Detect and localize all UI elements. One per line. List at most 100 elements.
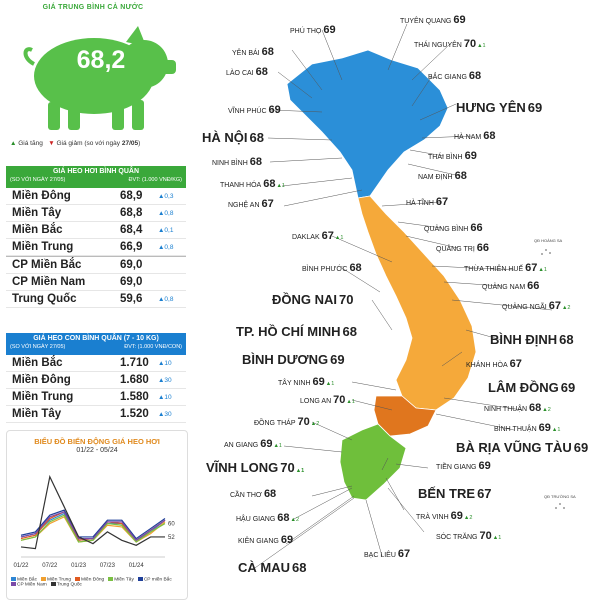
down-arrow-icon: ▼ [48,140,55,147]
x-tick-label: 01/23 [71,563,87,569]
legend-swatch [11,577,16,581]
province-price: 70 [297,416,310,428]
islands-dots [541,249,565,509]
chart-plot: 01/22 07/22 01/23 07/23 01/24 60 52 [13,474,175,569]
province-price: 67 [509,358,522,370]
province-price: 69 [464,150,477,162]
legend-entry: Miền Trung [41,577,71,582]
end-value-label: 52 [168,535,175,541]
province-name: HƯNG YÊN [456,100,526,115]
x-tick-label: 07/22 [42,563,58,569]
legend-entry: Miền Bắc [11,577,37,582]
series-line [20,509,166,540]
province-change: ▲1 [346,399,355,405]
piglet-table-compare: (SO VỚI NGÀY 27/05) [10,344,66,350]
province-name: BÌNH ĐỊNH [490,332,558,347]
truong-sa-label: QĐ TRƯỜNG SA [544,494,576,499]
province-name: NINH THUẬN [484,406,528,413]
province-change: ▲2 [542,407,551,413]
legend-swatch [75,577,80,581]
province-price: 68 [261,46,274,58]
cell-value: 1.580 [120,391,149,403]
province-change: ▲2 [561,305,571,311]
province-label: LÀO CAI 68 [226,66,269,78]
province-price: 69 [260,438,273,450]
province-name: BẮC GIANG [428,74,467,81]
cell-value: 66,9 [120,241,143,253]
province-change: ▲1 [334,235,344,241]
province-price: 68 [263,178,276,190]
province-name: TUYÊN QUANG [400,18,452,25]
cell-value: 68,9 [120,190,143,202]
chart-legend: Miền Bắc Miền Trung Miền Đông Miền Tây CP mi… [11,577,187,588]
legend-date: 27/05 [121,140,139,147]
province-price: 68 [349,262,362,274]
cell-name: CP Miền Bắc [12,259,82,271]
province-price: 69 [538,422,551,434]
province-name: TRÀ VINH [416,514,449,521]
cell-name: Miền Bắc [12,357,63,369]
province-price: 70 [463,38,477,50]
province-name: DAKLAK [292,234,320,241]
province-price: 67 [435,196,449,208]
province-label: BẠC LIÊU 67 [364,548,411,560]
province-name: LÀO CAI [226,70,254,77]
legend-label: CP miền Bắc [143,577,172,583]
province-price: 69 [450,510,463,522]
series-line [20,474,165,550]
province-price: 67 [261,198,274,210]
table-row: Miền Đông 1.680 ▲30 [6,372,186,389]
province-name: NAM ĐỊNH [418,174,453,181]
legend-swatch [41,577,46,581]
table-row: Trung Quốc 59,6 ▲0,8 [6,291,186,308]
province-name: SÓC TRĂNG [436,534,478,541]
province-name: TIỀN GIANG [436,464,477,471]
province-label: NAM ĐỊNH 68 [418,170,468,182]
province-label: QUẢNG NGÃI 67▲2 [502,300,571,312]
province-label: NINH BÌNH 68 [212,156,263,168]
province-name: THÁI BÌNH [428,154,463,161]
province-name: BẾN TRE [418,486,476,501]
province-label: QUẢNG NAM 66 [482,280,540,292]
province-price: 68 [249,130,264,145]
province-label: TÂY NINH 69▲1 [278,376,334,388]
province-price: 69 [330,352,345,367]
province-label: BÌNH DƯƠNG 69 [242,352,346,367]
legend-entry: Miền Đông [75,577,104,582]
province-name: HÀ TĨNH [406,200,434,207]
legend-label: Miền Đông [81,577,105,583]
table-row: Miền Bắc 68,4 ▲0,1 [6,222,186,239]
x-tick-label: 01/24 [129,563,145,569]
province-label: ĐỒNG THÁP 70▲2 [254,416,319,428]
legend-swatch [108,577,114,581]
province-price: 70 [479,530,492,542]
legend-swatch [137,577,143,581]
cell-change: ▲10 [158,393,172,401]
cell-change: ▲0,8 [158,243,174,251]
province-label: BẮC GIANG 68 [428,70,482,82]
left-panel: GIÁ TRUNG BÌNH CẢ NƯỚC 68,2 ▲ Giá tăng ▼… [0,0,192,600]
province-price: 69 [268,104,281,116]
province-label: YÊN BÁI 68 [232,46,275,58]
province-label: ĐỒNG NAI 70 [272,292,354,307]
province-change: ▲2 [290,517,300,523]
cell-value: 1.710 [120,357,149,369]
province-change: ▲1 [273,443,282,449]
province-name: HẬU GIANG [236,516,276,523]
province-price: 68 [263,488,277,500]
province-label: KHÁNH HÒA 67 [466,358,523,370]
hog-table-header: GIÁ HEO HƠI BÌNH QUÂN (SO VỚI NGÀY 27/05… [6,166,186,188]
national-avg-value: 68,2 [76,46,126,74]
table-row: Miền Trung 1.580 ▲10 [6,389,186,406]
province-change: ▲2 [310,421,320,427]
province-change: ▲1 [295,468,305,474]
cell-value: 1.680 [120,374,149,386]
province-label: TRÀ VINH 69▲2 [416,510,472,522]
province-price: 67 [548,300,561,312]
hog-price-table: GIÁ HEO HƠI BÌNH QUÂN (SO VỚI NGÀY 27/05… [6,166,186,308]
chart-title: BIỂU ĐỒ BIẾN ĐỘNG GIÁ HEO HƠI [34,437,160,446]
province-name: KHÁNH HÒA [466,362,508,369]
up-arrow-icon: ▲ [10,140,17,147]
province-change: ▲1 [538,267,547,273]
province-name: BÌNH DƯƠNG [242,352,329,367]
